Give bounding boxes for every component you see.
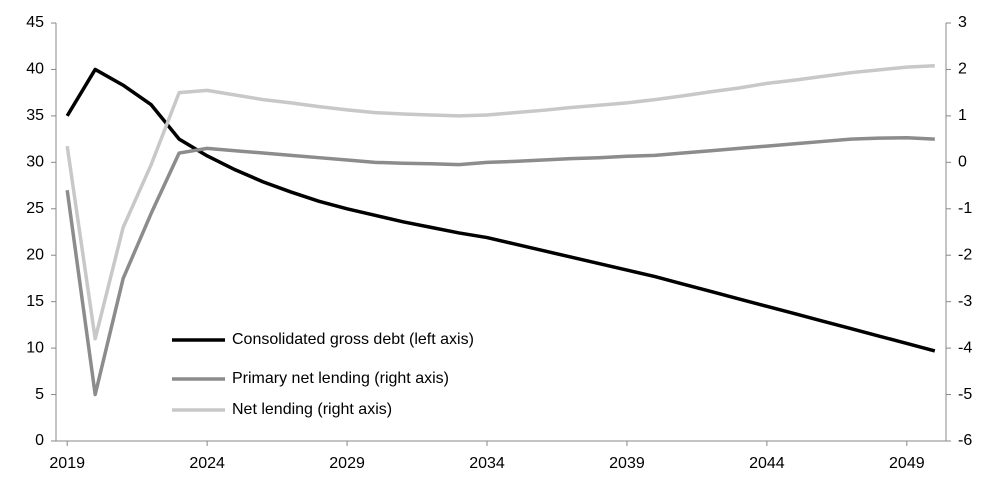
y-tick-label: 40	[26, 61, 44, 78]
legend-label: Net lending (right axis)	[232, 401, 392, 418]
y-tick-label: 45	[26, 14, 44, 31]
y2-tick-label: -1	[958, 200, 972, 217]
y-tick-label: 20	[26, 246, 44, 263]
series-line	[65, 63, 935, 341]
y-tick-label: 35	[26, 107, 44, 124]
y-tick-label: 0	[35, 432, 44, 449]
y2-tick-label: 1	[958, 107, 967, 124]
y2-tick-label: -4	[958, 339, 972, 356]
y-tick-label: 25	[26, 200, 44, 217]
series-line	[65, 67, 936, 353]
y-tick-label: 15	[26, 293, 44, 310]
legend-label: Primary net lending (right axis)	[232, 370, 449, 387]
series-line	[65, 135, 935, 397]
y2-tick-label: -2	[958, 246, 972, 263]
y2-tick-label: 0	[958, 154, 967, 171]
y2-tick-label: -3	[958, 293, 972, 310]
y-tick-label: 10	[26, 339, 44, 356]
x-tick-label: 2049	[889, 455, 925, 472]
x-tick-label: 2019	[49, 455, 85, 472]
x-tick-label: 2024	[189, 455, 225, 472]
y-tick-label: 5	[35, 386, 44, 403]
y2-tick-label: -5	[958, 386, 972, 403]
legend-label: Consolidated gross debt (left axis)	[232, 331, 474, 348]
x-tick-label: 2044	[749, 455, 785, 472]
y-tick-label: 30	[26, 154, 44, 171]
y2-tick-label: -6	[958, 432, 972, 449]
x-tick-label: 2039	[609, 455, 645, 472]
x-tick-label: 2029	[329, 455, 365, 472]
x-tick-label: 2034	[469, 455, 505, 472]
y2-tick-label: 2	[958, 61, 967, 78]
y2-tick-label: 3	[958, 14, 967, 31]
